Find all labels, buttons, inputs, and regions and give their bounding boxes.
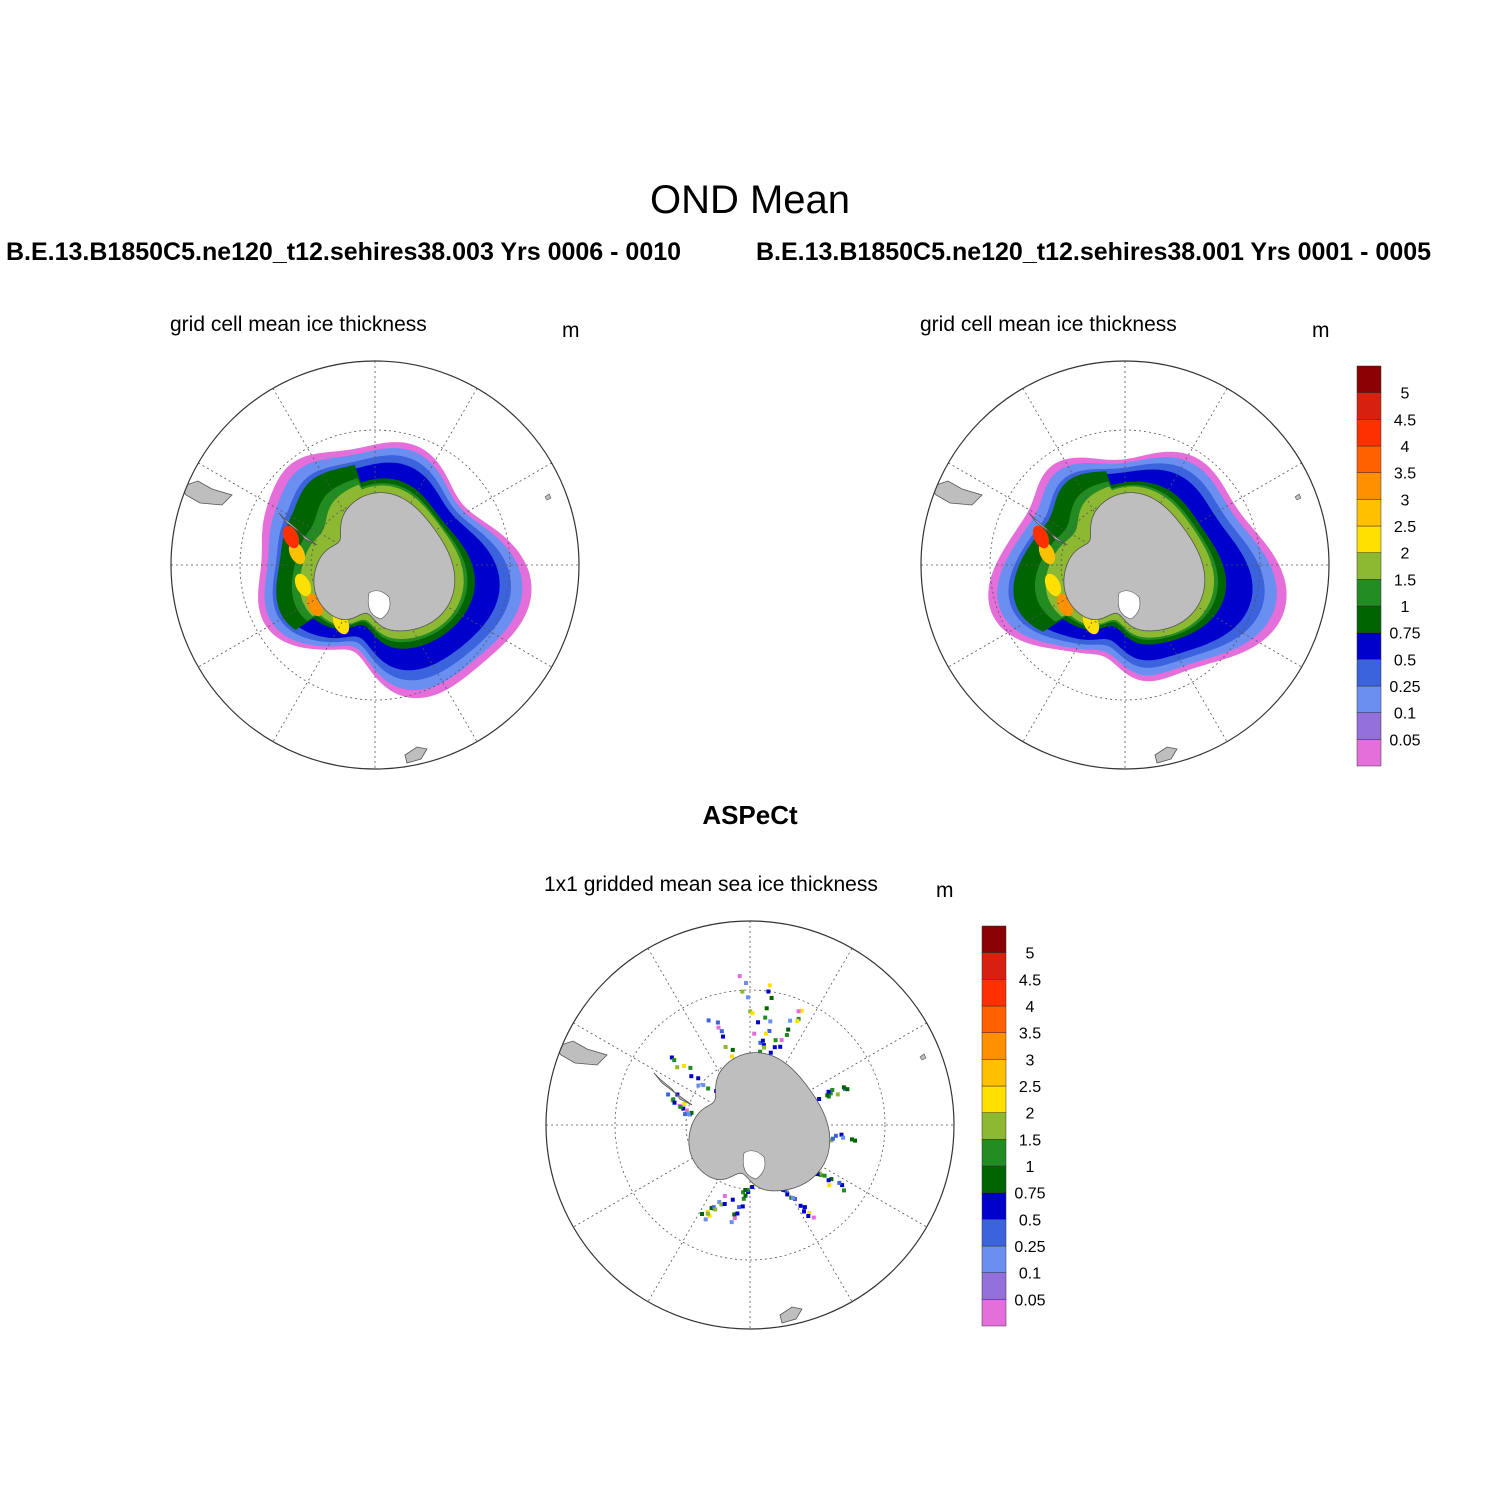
colorbar-bottom: 0.05 0.1 0.25 0.5 0.75 1 1.5 2 2.5 3 3.5 4 4.5 5 bbox=[981, 925, 1046, 1327]
colorbar-tick-label: 0.1 bbox=[1394, 706, 1416, 723]
colorbar-tick-label: 0.05 bbox=[1014, 1292, 1045, 1309]
colorbar-swatch bbox=[1356, 579, 1382, 607]
colorbar-swatch bbox=[1356, 419, 1382, 447]
colorbar-tick-label: 0.05 bbox=[1389, 732, 1420, 749]
panel-2-units: m bbox=[1312, 319, 1330, 342]
colorbar-swatch bbox=[981, 1245, 1007, 1273]
colorbar-tick-label: 0.5 bbox=[1394, 652, 1416, 669]
panel-3-map-border bbox=[545, 920, 955, 1330]
colorbar-tick-label: 1.5 bbox=[1394, 572, 1416, 589]
colorbar-swatch bbox=[981, 1139, 1007, 1167]
panel-1-units: m bbox=[562, 319, 580, 342]
colorbar-tick-label: 3 bbox=[1401, 492, 1410, 509]
colorbar-tick-label: 1 bbox=[1026, 1159, 1035, 1176]
colorbar-swatch bbox=[981, 1299, 1007, 1327]
colorbar-swatch bbox=[981, 1219, 1007, 1247]
colorbar-swatch bbox=[981, 1059, 1007, 1087]
panel-3-graticule bbox=[546, 921, 954, 1329]
panel-1-antarctica-land bbox=[179, 480, 552, 764]
colorbar-swatch bbox=[1356, 525, 1382, 553]
panel-3-variable-title: 1x1 gridded mean sea ice thickness bbox=[544, 873, 878, 896]
panel-1-variable-title: grid cell mean ice thickness bbox=[170, 313, 427, 336]
colorbar-tick-label: 1 bbox=[1401, 599, 1410, 616]
colorbar-swatch bbox=[981, 1085, 1007, 1113]
colorbar-tick-label: 0.25 bbox=[1014, 1239, 1045, 1256]
panel-2-map-border bbox=[920, 360, 1330, 770]
colorbar-swatch bbox=[1356, 365, 1382, 393]
colorbar-tick-label: 0.5 bbox=[1019, 1212, 1041, 1229]
colorbar-top: 0.05 0.1 0.25 0.5 0.75 1 1.5 2 2.5 3 3.5 4 4.5 5 bbox=[1356, 365, 1421, 767]
panel-3-case-title: ASPeCt bbox=[702, 800, 798, 830]
colorbar-tick-label: 0.75 bbox=[1014, 1186, 1045, 1203]
colorbar-swatch bbox=[1356, 605, 1382, 633]
panel-1-case-title: B.E.13.B1850C5.ne120_t12.sehires38.003 Y… bbox=[6, 238, 682, 266]
colorbar-swatch bbox=[1356, 712, 1382, 740]
panel-1-map bbox=[170, 360, 580, 770]
panel-2-graticule bbox=[921, 361, 1329, 769]
figure-title: OND Mean bbox=[649, 178, 851, 222]
colorbar-swatch bbox=[1356, 499, 1382, 527]
colorbar-swatch bbox=[981, 925, 1007, 953]
panel-3-map bbox=[545, 920, 955, 1330]
colorbar-tick-label: 0.1 bbox=[1019, 1266, 1041, 1283]
colorbar-tick-label: 0.25 bbox=[1389, 679, 1420, 696]
colorbar-swatch bbox=[981, 1165, 1007, 1193]
colorbar-swatch bbox=[1356, 739, 1382, 767]
colorbar-tick-label: 5 bbox=[1401, 386, 1410, 403]
colorbar-swatch bbox=[1356, 392, 1382, 420]
colorbar-tick-label: 4.5 bbox=[1394, 412, 1416, 429]
colorbar-tick-label: 1.5 bbox=[1019, 1132, 1041, 1149]
colorbar-tick-label: 3.5 bbox=[1019, 1026, 1041, 1043]
colorbar-swatch bbox=[981, 1005, 1007, 1033]
panel-2-antarctica-land bbox=[929, 480, 1302, 764]
panel-2-map bbox=[920, 360, 1330, 770]
colorbar-swatch bbox=[981, 1112, 1007, 1140]
colorbar-swatch bbox=[1356, 659, 1382, 687]
colorbar-swatch bbox=[981, 1032, 1007, 1060]
colorbar-tick-label: 2 bbox=[1401, 546, 1410, 563]
panel-1-graticule bbox=[171, 361, 579, 769]
panel-3-antarctica-land bbox=[554, 1040, 927, 1324]
colorbar-swatch bbox=[1356, 472, 1382, 500]
colorbar-tick-label: 5 bbox=[1026, 946, 1035, 963]
colorbar-tick-label: 3 bbox=[1026, 1052, 1035, 1069]
panel-3-units: m bbox=[936, 879, 954, 902]
colorbar-tick-label: 2 bbox=[1026, 1106, 1035, 1123]
colorbar-swatch bbox=[1356, 552, 1382, 580]
colorbar-tick-label: 3.5 bbox=[1394, 466, 1416, 483]
colorbar-swatch bbox=[981, 952, 1007, 980]
colorbar-swatch bbox=[1356, 632, 1382, 660]
colorbar-swatch bbox=[981, 1272, 1007, 1300]
colorbar-swatch bbox=[1356, 685, 1382, 713]
colorbar-tick-label: 4.5 bbox=[1019, 972, 1041, 989]
colorbar-tick-label: 0.75 bbox=[1389, 626, 1420, 643]
colorbar-swatch bbox=[981, 979, 1007, 1007]
colorbar-tick-label: 2.5 bbox=[1394, 519, 1416, 536]
panel-2-variable-title: grid cell mean ice thickness bbox=[920, 313, 1177, 336]
colorbar-swatch bbox=[981, 1192, 1007, 1220]
panel-2-case-title: B.E.13.B1850C5.ne120_t12.sehires38.001 Y… bbox=[756, 238, 1432, 266]
colorbar-tick-label: 4 bbox=[1026, 999, 1035, 1016]
colorbar-swatch bbox=[1356, 445, 1382, 473]
panel-1-map-border bbox=[170, 360, 580, 770]
colorbar-tick-label: 4 bbox=[1401, 439, 1410, 456]
colorbar-tick-label: 2.5 bbox=[1019, 1079, 1041, 1096]
